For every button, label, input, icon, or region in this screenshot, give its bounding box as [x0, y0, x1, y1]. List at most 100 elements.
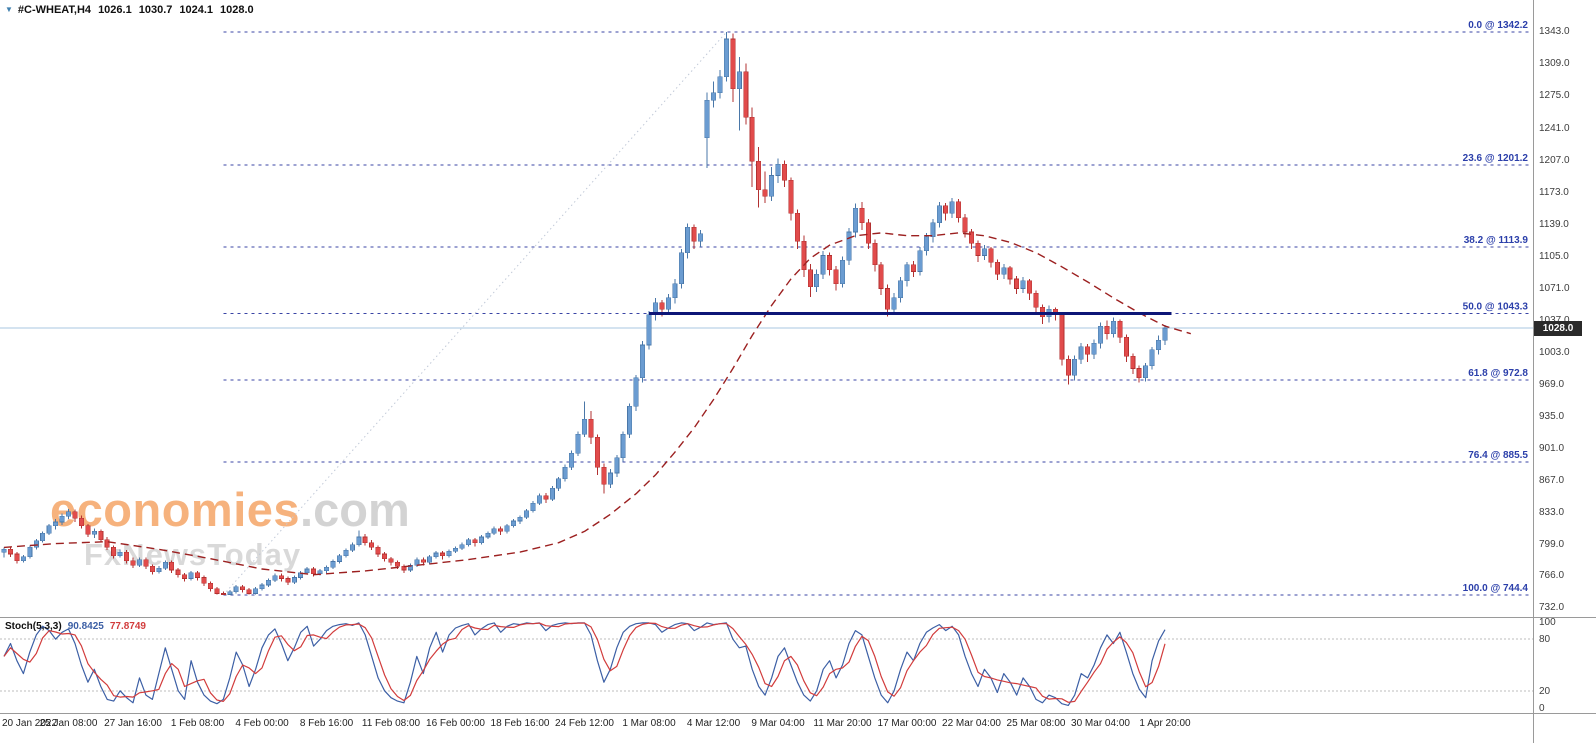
- candle: [872, 239, 878, 272]
- candle: [472, 538, 478, 547]
- candle: [1104, 320, 1110, 340]
- time-tick-label: 4 Feb 00:00: [235, 718, 289, 729]
- candle: [569, 450, 575, 471]
- candle: [33, 538, 39, 550]
- price-tick-label: 766.0: [1539, 569, 1565, 581]
- candle: [336, 554, 342, 564]
- candle: [407, 563, 413, 572]
- candle: [220, 591, 226, 595]
- price-tick-label: 935.0: [1539, 410, 1565, 422]
- price-tick-label: 799.0: [1539, 538, 1565, 550]
- candle: [465, 538, 471, 547]
- time-axis[interactable]: 20 Jan 2022 25 Jan 08:00 27 Jan 16:00 1 Feb…: [0, 716, 1533, 743]
- candle: [1156, 335, 1162, 355]
- candle: [207, 581, 213, 592]
- candle: [433, 551, 439, 559]
- candle: [730, 33, 736, 102]
- candle: [85, 523, 91, 537]
- candle: [994, 259, 1000, 280]
- symbol-dropdown-icon[interactable]: ▼: [5, 5, 13, 14]
- time-tick-label: 11 Mar 20:00: [813, 718, 872, 729]
- candle: [265, 578, 271, 587]
- time-tick-label: 20 Jan 2022: [2, 718, 58, 729]
- candle: [665, 294, 671, 314]
- candle: [536, 493, 542, 505]
- candle: [723, 32, 729, 82]
- candle: [543, 492, 549, 504]
- candle: [66, 508, 72, 520]
- stoch-tick-label: 20: [1539, 685, 1551, 697]
- candle: [839, 256, 845, 288]
- candle: [388, 556, 394, 566]
- candle: [852, 203, 858, 238]
- stoch-signal-line: [3, 622, 1166, 703]
- candle: [169, 560, 175, 573]
- candle: [498, 526, 504, 536]
- candle: [575, 431, 581, 457]
- indicator-label: Stoch(5,3,3) 90.8425 77.8749: [5, 621, 146, 632]
- candle: [272, 573, 278, 583]
- candle: [330, 559, 336, 569]
- candle: [285, 576, 291, 585]
- stochastic-panel-canvas[interactable]: [0, 618, 1533, 713]
- price-tick-label: 1343.0: [1539, 26, 1570, 38]
- candle: [1059, 312, 1065, 366]
- candle: [1136, 365, 1142, 383]
- candle: [820, 250, 826, 279]
- candle: [137, 557, 143, 568]
- time-tick-label: 24 Feb 12:00: [555, 718, 614, 729]
- price-tick-label: 1241.0: [1539, 122, 1570, 134]
- candle: [1, 547, 7, 558]
- candle: [1007, 265, 1013, 285]
- candle: [40, 531, 46, 543]
- panel-divider-top: [0, 617, 1596, 618]
- candle: [936, 201, 942, 228]
- time-tick-label: 16 Feb 00:00: [426, 718, 485, 729]
- candle: [504, 523, 510, 534]
- candle: [530, 501, 536, 513]
- candle: [691, 224, 697, 249]
- candle: [511, 519, 517, 528]
- price-tick-label: 1139.0: [1539, 218, 1569, 230]
- open-value: 1026.1: [98, 4, 132, 16]
- candle: [362, 534, 368, 546]
- candle: [233, 585, 239, 594]
- candle: [111, 545, 117, 559]
- candle: [259, 583, 265, 591]
- price-tick-label: 1037.0: [1539, 315, 1570, 326]
- price-tick-label: 901.0: [1539, 442, 1565, 454]
- candle: [427, 554, 433, 565]
- candle: [769, 167, 775, 201]
- indicator-main-value: 90.8425: [67, 621, 104, 632]
- price-axis[interactable]: 1343.0 1309.0 1275.0 1241.0 1207.0 1173.0 1139…: [1533, 0, 1596, 743]
- indicator-signal-value: 77.8749: [109, 621, 146, 632]
- candle: [717, 70, 723, 99]
- candle: [227, 589, 233, 595]
- panel-divider-bottom: [0, 713, 1596, 714]
- candle: [794, 209, 800, 249]
- candle: [91, 528, 97, 538]
- candle: [807, 264, 813, 297]
- main-chart-canvas[interactable]: 0.0 @ 1342.2 23.6 @ 1201.2 38.2 @ 1113.9 50…: [0, 0, 1533, 618]
- candle: [762, 171, 768, 203]
- candle: [175, 568, 181, 578]
- time-tick-label: 25 Jan 08:00: [39, 718, 98, 729]
- candle: [8, 547, 14, 557]
- candle: [827, 252, 833, 276]
- candle: [382, 552, 388, 562]
- candle: [298, 570, 304, 580]
- low-value: 1024.1: [179, 4, 214, 16]
- candle: [369, 539, 375, 551]
- candle: [452, 546, 458, 553]
- candle: [652, 297, 658, 321]
- time-tick-label: 18 Feb 16:00: [490, 718, 550, 729]
- candle: [814, 269, 820, 293]
- candle: [904, 262, 910, 287]
- candle: [1098, 322, 1104, 349]
- symbol-name: #C-WHEAT,H4: [17, 4, 92, 16]
- price-tick-label: 1173.0: [1539, 186, 1569, 198]
- candle: [491, 526, 497, 536]
- time-tick-label: 8 Feb 16:00: [299, 718, 354, 729]
- current-price-badge: 1028.0: [1534, 320, 1582, 336]
